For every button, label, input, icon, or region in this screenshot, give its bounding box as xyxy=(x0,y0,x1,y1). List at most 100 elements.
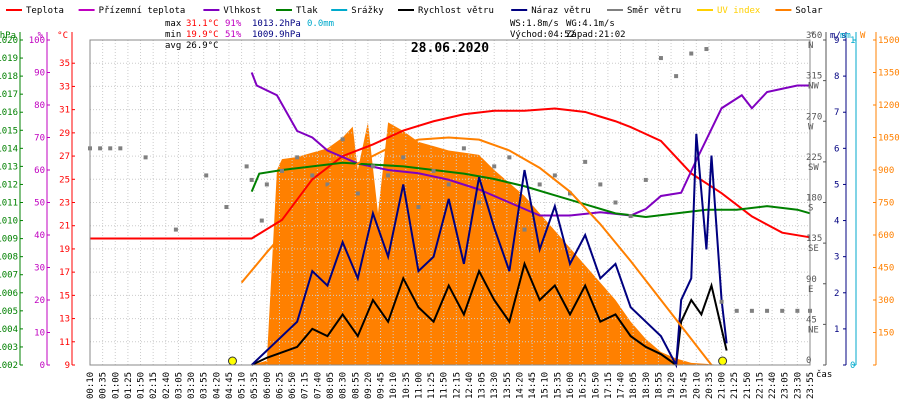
x-tick-label: 16:50 xyxy=(591,372,601,399)
temperature-tick-label: 29 xyxy=(59,129,70,139)
x-tick-label: 23:55 xyxy=(806,372,816,399)
solar-tick-label: 450 xyxy=(878,264,894,274)
legend-label: Teplota xyxy=(26,6,64,16)
series-line xyxy=(240,136,713,366)
wind-direction-point xyxy=(765,308,770,313)
direction-tick-letter: W xyxy=(808,122,814,132)
pressure-tick-label: 1008 xyxy=(0,253,18,263)
humidity-tick-label: 50 xyxy=(34,199,45,209)
wind-direction-point xyxy=(401,155,406,160)
direction-tick-label: 135 xyxy=(806,234,822,244)
wind-direction-point xyxy=(98,146,103,151)
x-tick-label: 22:40 xyxy=(768,372,778,399)
temperature-tick-label: 25 xyxy=(59,175,70,185)
solar-tick-label: 300 xyxy=(878,296,894,306)
solar-area-layer xyxy=(251,122,722,365)
x-tick-label: 17:15 xyxy=(604,372,614,399)
series-layer xyxy=(88,47,812,369)
pressure-tick-label: 1017 xyxy=(0,90,18,100)
x-tick-label: 19:45 xyxy=(680,372,690,399)
wind-tick-label: 1 xyxy=(834,325,839,335)
wind-direction-point xyxy=(583,159,588,164)
wind-direction-point xyxy=(492,164,497,169)
wind-tick-label: 2 xyxy=(834,289,839,299)
x-tick-label: 04:20 xyxy=(212,372,222,399)
x-tick-label: 08:30 xyxy=(339,372,349,399)
wind-direction-point xyxy=(780,308,785,313)
plot-frame xyxy=(89,39,811,366)
wind-direction-point xyxy=(143,155,148,160)
x-tick-label: 09:45 xyxy=(377,372,387,399)
legend-label: Solar xyxy=(795,6,823,16)
wind-direction-point xyxy=(244,164,249,169)
wind-direction-point xyxy=(173,227,178,232)
temperature-tick-label: 21 xyxy=(59,222,70,232)
x-tick-label: 13:05 xyxy=(478,372,488,399)
series-line xyxy=(250,161,811,218)
x-tick-label: 23:30 xyxy=(793,372,803,399)
humidity-tick-label: 80 xyxy=(34,101,45,111)
x-tick-label: 22:15 xyxy=(755,372,765,399)
wind-direction-point xyxy=(370,164,375,169)
x-tick-label: 02:40 xyxy=(162,372,172,399)
wind-tick-label: 7 xyxy=(834,108,839,118)
x-tick-label: 21:25 xyxy=(730,372,740,399)
x-tick-label: 18:55 xyxy=(654,372,664,399)
wind-direction-point xyxy=(598,182,603,187)
x-tick-label: 07:40 xyxy=(313,372,323,399)
x-tick-label: 11:25 xyxy=(427,372,437,399)
pressure-tick-label: 1014 xyxy=(0,144,18,154)
humidity-tick-label: 100 xyxy=(29,36,45,46)
wind-direction-point xyxy=(461,146,466,151)
direction-axis-unit: ° xyxy=(810,31,815,41)
x-tick-label: 06:25 xyxy=(275,372,285,399)
pressure-tick-label: 1013 xyxy=(0,162,18,172)
x-tick-label: 10:35 xyxy=(402,372,412,399)
humidity-tick-label: 20 xyxy=(34,296,45,306)
temperature-tick-label: 9 xyxy=(65,361,70,371)
rain-tick-label: 0 xyxy=(850,361,855,371)
wind-direction-point xyxy=(446,182,451,187)
wind-direction-point xyxy=(118,146,123,151)
wind-gust-max: WG:4.1m/s xyxy=(566,19,615,29)
direction-tick-letter: E xyxy=(808,285,813,295)
x-tick-label: 18:30 xyxy=(642,372,652,399)
direction-tick-label: 45 xyxy=(806,315,817,325)
x-tick-label: 11:50 xyxy=(440,372,450,399)
direction-tick-letter: SW xyxy=(808,163,819,173)
x-tick-label: 09:20 xyxy=(364,372,374,399)
x-tick-label: 20:10 xyxy=(692,372,702,399)
x-tick-label: 18:05 xyxy=(629,372,639,399)
wind-tick-label: 6 xyxy=(834,144,839,154)
stat-value: 51% xyxy=(225,30,242,40)
stat-value: 31.1°C xyxy=(186,19,219,29)
wind-tick-label: 8 xyxy=(834,72,839,82)
temperature-tick-label: 15 xyxy=(59,291,70,301)
x-tick-label: 01:00 xyxy=(111,372,121,399)
temperature-tick-label: 11 xyxy=(59,338,70,348)
chart-title: 28.06.2020 xyxy=(411,41,489,56)
x-axis-end-label: čas xyxy=(816,369,832,380)
wind-tick-label: 9 xyxy=(834,36,839,46)
solar-tick-label: 1200 xyxy=(878,101,900,111)
pressure-tick-label: 1004 xyxy=(0,325,18,335)
x-tick-label: 06:00 xyxy=(263,372,273,399)
stat-value: avg xyxy=(165,41,181,51)
wind-direction-point xyxy=(795,308,800,313)
x-tick-label: 01:25 xyxy=(124,372,134,399)
wind-direction-point xyxy=(552,173,557,178)
solar-tick-label: 1350 xyxy=(878,69,900,79)
solar-tick-label: 1050 xyxy=(878,134,900,144)
x-tick-label: 03:55 xyxy=(200,372,210,399)
x-tick-label: 17:40 xyxy=(617,372,627,399)
temperature-tick-label: 17 xyxy=(59,268,70,278)
humidity-tick-label: 30 xyxy=(34,264,45,274)
legend-label: UV index xyxy=(717,6,761,16)
direction-tick-label: 270 xyxy=(806,112,822,122)
wind-direction-point xyxy=(719,299,724,304)
x-tick-label: 13:55 xyxy=(503,372,513,399)
x-tick-label: 11:00 xyxy=(414,372,424,399)
